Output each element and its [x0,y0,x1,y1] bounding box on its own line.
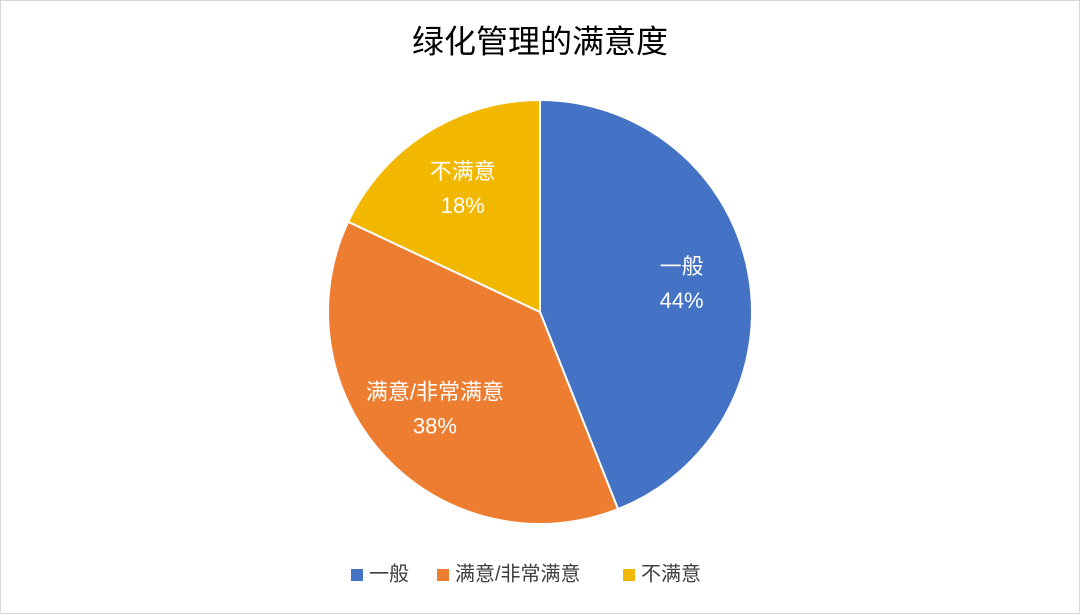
slice-value-label: 18% [441,193,485,218]
legend-swatch [623,569,635,581]
legend-swatch [351,569,363,581]
pie-slice [346,98,541,314]
legend-label: 不满意 [641,562,701,585]
slice-category-label: 不满意 [430,159,496,184]
pie-slice [327,220,620,525]
legend-label: 一般 [369,562,409,585]
slice-value-label: 44% [660,288,704,313]
legend-label: 满意/非常满意 [455,562,581,585]
slice-category-label: 满意/非常满意 [366,379,504,404]
pie-slice [539,98,753,511]
legend-swatch [437,569,449,581]
chart-title: 绿化管理的满意度 [412,23,668,59]
slice-category-label: 一般 [660,254,704,279]
slice-value-label: 38% [413,413,457,438]
